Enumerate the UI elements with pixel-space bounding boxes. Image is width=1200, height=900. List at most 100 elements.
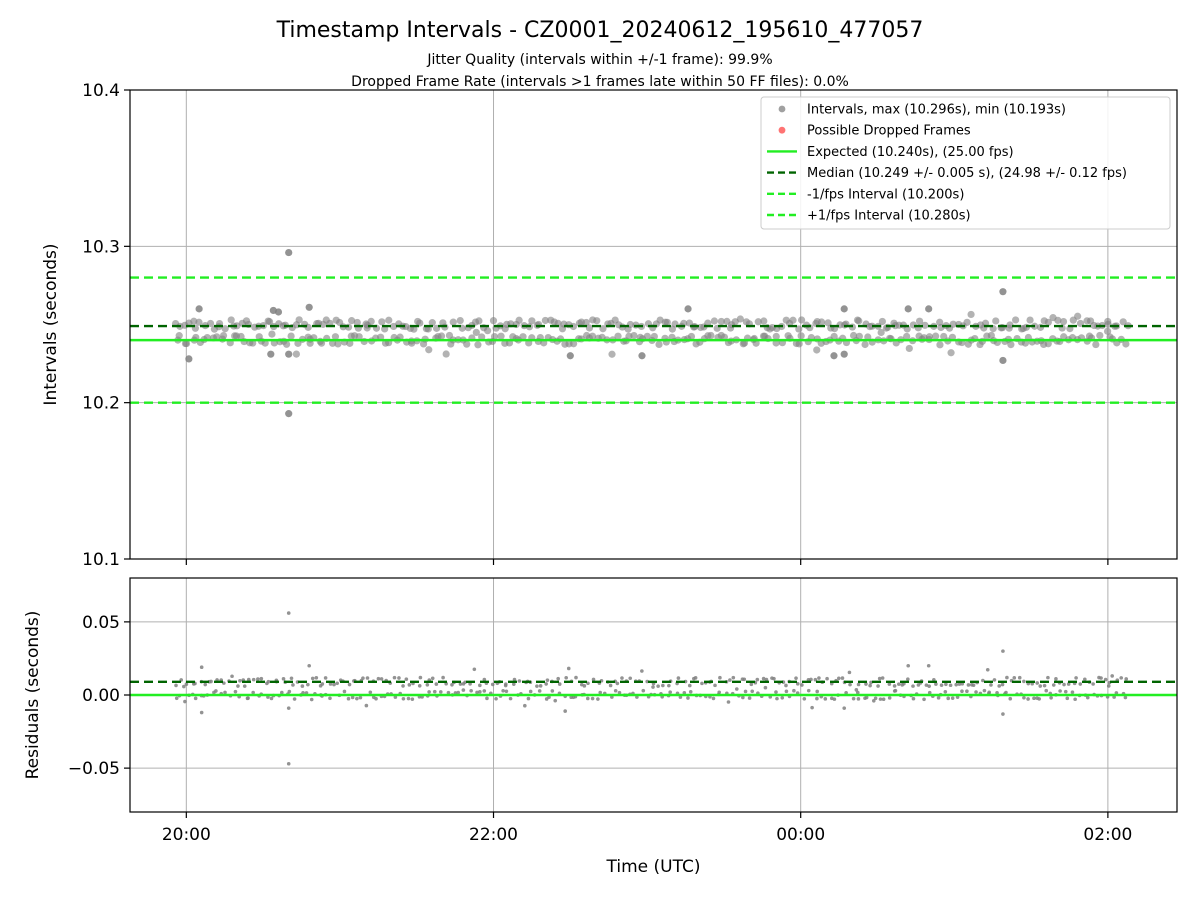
interval-point [283,340,291,348]
interval-point [864,333,872,341]
interval-point [599,325,607,333]
interval-point [504,689,509,694]
interval-point [484,327,492,335]
interval-point [478,333,486,341]
interval-point [832,697,837,701]
interval-point [461,688,466,692]
interval-point [749,682,754,687]
interval-point [784,689,789,694]
interval-point [1007,341,1015,349]
interval-point [927,684,931,688]
interval-point [266,679,271,684]
interval-point [1083,677,1087,682]
interval-point [1022,679,1026,684]
interval-point [1106,684,1111,688]
interval-point [950,696,955,700]
interval-point [1036,323,1045,331]
interval-point [663,318,671,326]
interval-point [848,682,852,687]
interval-point [651,685,655,689]
interval-point [449,318,457,326]
outlier-point [274,308,283,316]
outlier-point [904,305,912,313]
interval-point [707,331,715,340]
interval-point [881,697,886,702]
interval-point [906,677,910,681]
outlier-point [305,303,313,311]
interval-point [847,670,852,675]
interval-point [954,682,958,687]
interval-point [545,678,550,682]
interval-point [966,683,971,687]
interval-point [687,332,696,341]
interval-point [1104,327,1112,335]
interval-point [295,316,303,324]
interval-point [223,690,227,695]
outlier-point [638,352,646,360]
interval-point [428,319,436,327]
interval-point [823,697,828,701]
interval-point [287,332,295,340]
interval-point [537,689,542,693]
interval-point [566,666,571,671]
interval-point [425,682,430,687]
interval-point [851,696,856,701]
interval-point [1085,695,1090,700]
interval-point [456,316,464,325]
interval-point [911,696,916,701]
interval-point [569,322,578,331]
interval-point [974,690,978,694]
interval-point [864,695,869,700]
interval-point [519,333,527,341]
interval-point [585,324,594,332]
interval-point [256,677,260,681]
interval-point [348,317,356,325]
interval-point [310,676,315,681]
outlier-point [285,350,293,358]
interval-point [320,682,325,686]
interval-point [610,695,614,699]
interval-point [385,316,393,324]
interval-point [209,679,213,684]
interval-point [291,683,295,687]
interval-point [1035,681,1040,685]
interval-point [463,340,471,348]
interval-point [792,688,796,693]
interval-point [246,696,250,700]
interval-point [855,690,860,695]
interval-point [630,331,638,340]
outlier-point [286,611,291,615]
interval-point [784,683,788,688]
interval-point [734,687,739,691]
interval-point [544,682,548,686]
interval-point [813,677,818,682]
x-tick-label: 20:00 [162,825,211,845]
interval-point [404,677,409,682]
legend-label: Median (10.249 +/- 0.005 s), (24.98 +/- … [807,166,1127,181]
interval-point [963,318,971,326]
interval-point [242,684,247,688]
interval-point [736,315,744,323]
interval-point [342,689,347,694]
interval-point [596,697,600,701]
interval-point [292,697,297,701]
interval-point [686,696,690,700]
interval-point [591,677,596,682]
x-tick-label: 22:00 [469,825,518,845]
interval-point [446,690,451,695]
figure-title: Timestamp Intervals - CZ0001_20240612_19… [276,18,924,43]
outlier-point [925,305,933,313]
interval-point [508,696,513,701]
interval-point [214,689,218,693]
interval-point [620,676,624,680]
interval-point [292,350,300,358]
interval-point [417,683,422,688]
interval-point [541,316,549,325]
interval-point [328,339,337,347]
outlier-point [999,288,1007,296]
interval-point [304,323,312,331]
interval-point [1005,675,1009,680]
interval-point [764,677,769,682]
interval-point [1008,696,1013,701]
